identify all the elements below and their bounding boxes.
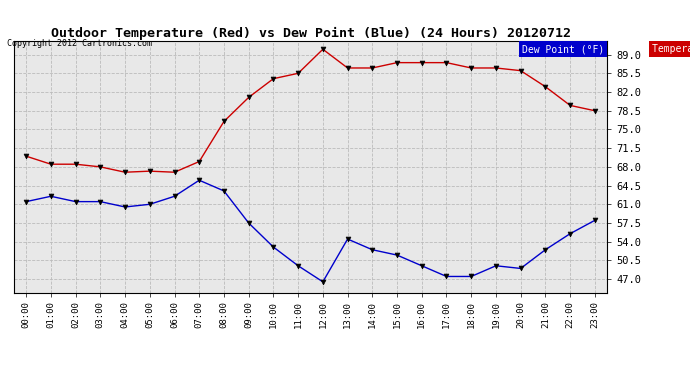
Title: Outdoor Temperature (Red) vs Dew Point (Blue) (24 Hours) 20120712: Outdoor Temperature (Red) vs Dew Point (… [50, 27, 571, 40]
Text: Copyright 2012 Cartronics.com: Copyright 2012 Cartronics.com [7, 39, 152, 48]
Text: Temperature (°F): Temperature (°F) [652, 44, 690, 54]
Text: Dew Point (°F): Dew Point (°F) [522, 44, 604, 54]
